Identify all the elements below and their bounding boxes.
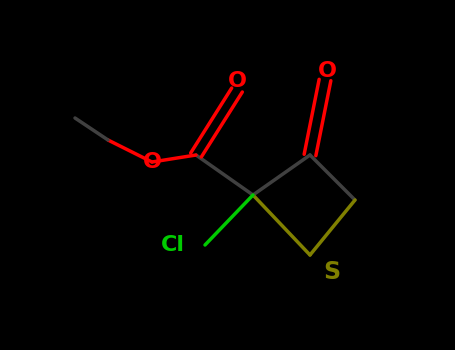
Text: O: O	[318, 61, 337, 81]
Text: Cl: Cl	[161, 235, 185, 255]
Text: O: O	[228, 71, 247, 91]
Text: O: O	[142, 152, 162, 172]
Text: S: S	[324, 260, 341, 284]
